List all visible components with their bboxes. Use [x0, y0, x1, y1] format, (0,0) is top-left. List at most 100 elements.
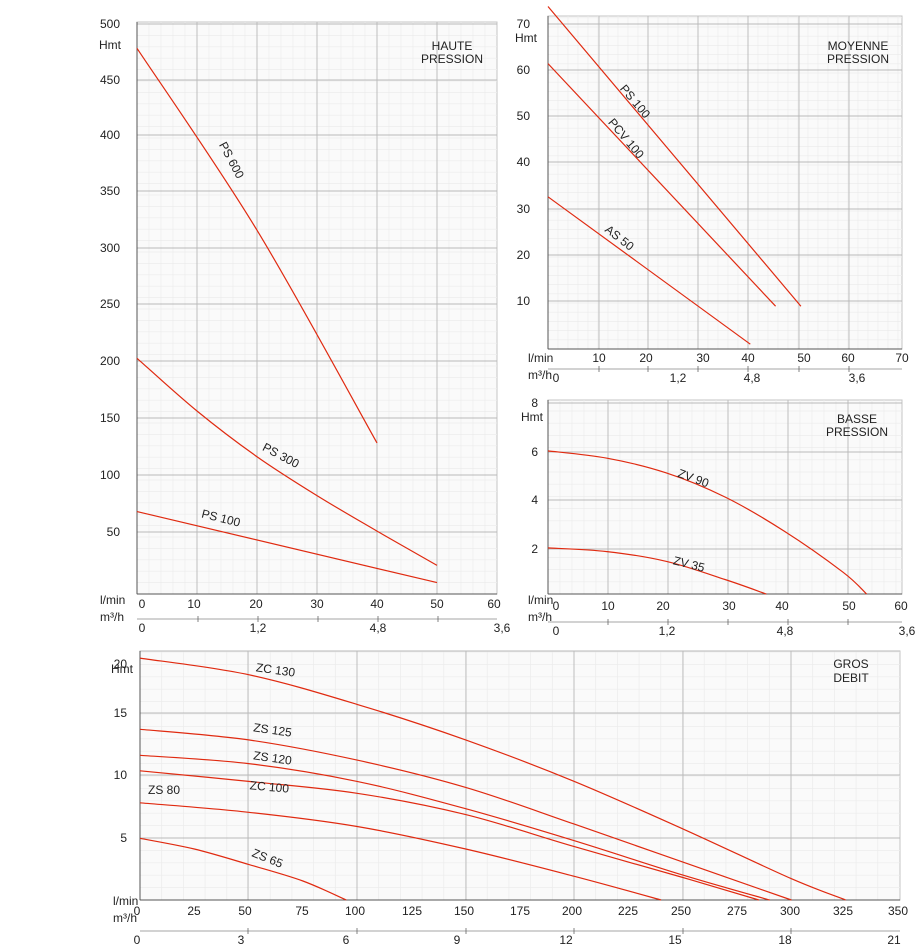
- x2-tick-label: 0: [134, 933, 141, 947]
- y-tick-label: 5: [120, 831, 127, 845]
- x-tick-label: 10: [592, 351, 606, 365]
- curve-zs-80: [139, 802, 662, 901]
- x-tick-label: 250: [671, 904, 691, 918]
- chart-title: GROS: [833, 657, 868, 671]
- x-tick-label: 50: [238, 904, 252, 918]
- x2-tick-label: 0: [553, 624, 560, 638]
- x2-tick-label: 4,8: [744, 371, 761, 385]
- plot-area: [139, 650, 901, 901]
- x-axis-label-lmin: l/min: [113, 894, 138, 908]
- chart-title: HAUTE: [432, 39, 473, 53]
- curve-zs-65: [139, 837, 347, 901]
- y-tick-label: 10: [114, 768, 128, 782]
- x-tick-label: 0: [134, 904, 141, 918]
- x-tick-label: 40: [741, 351, 755, 365]
- x-tick-label: 20: [639, 351, 653, 365]
- x-tick-label: 0: [139, 597, 146, 611]
- y-axis-label: Hmt: [99, 38, 122, 52]
- chart-title: PRESSION: [826, 425, 888, 439]
- y-tick-label: 350: [100, 184, 120, 198]
- x-tick-label: 10: [601, 599, 615, 613]
- x-tick-label: 275: [727, 904, 747, 918]
- curve-as-50: [547, 196, 751, 345]
- grid: [548, 400, 902, 594]
- y-tick-label: 200: [100, 354, 120, 368]
- y-tick-label: 300: [100, 241, 120, 255]
- y-tick-label: 15: [114, 706, 128, 720]
- y-tick-label: 10: [517, 294, 531, 308]
- x2-tick-label: 1,2: [250, 621, 267, 635]
- grid: [137, 22, 497, 594]
- chart-title: MOYENNE: [828, 39, 889, 53]
- y-tick-label: 450: [100, 73, 120, 87]
- x-tick-label: 20: [249, 597, 263, 611]
- x-tick-label: 225: [618, 904, 638, 918]
- x-tick-label: 150: [454, 904, 474, 918]
- y-tick-label: 100: [100, 468, 120, 482]
- x-axis-label-m3h: m³/h: [528, 610, 552, 624]
- x2-tick-label: 4,8: [370, 621, 387, 635]
- x2-tick-label: 3,6: [899, 624, 916, 638]
- x2-tick-label: 3,6: [494, 621, 511, 635]
- y-axis-label: Hmt: [515, 31, 538, 45]
- curve-zc-100: [139, 770, 760, 901]
- x-tick-label: 70: [895, 351, 909, 365]
- x-axis-label-lmin: l/min: [528, 351, 553, 365]
- curve-label-zc-100: ZC 100: [249, 778, 290, 795]
- x2-tick-label: 1,2: [659, 624, 676, 638]
- y-tick-label: 400: [100, 128, 120, 142]
- x-tick-label: 60: [894, 599, 908, 613]
- curve-ps-300: [136, 357, 438, 566]
- chart-title: DEBIT: [833, 671, 869, 685]
- y-tick-label: 40: [517, 155, 531, 169]
- chart-title: PRESSION: [421, 52, 483, 66]
- x-axis-label-m3h: m³/h: [113, 911, 137, 925]
- y-tick-label: 60: [517, 63, 531, 77]
- curve-zv-90: [547, 450, 868, 595]
- x-tick-label: 60: [841, 351, 855, 365]
- x-tick-label: 20: [656, 599, 670, 613]
- curve-ps-100: [547, 6, 802, 307]
- x-axis-label-lmin: l/min: [528, 593, 553, 607]
- chart-title: PRESSION: [827, 52, 889, 66]
- x-tick-label: 30: [310, 597, 324, 611]
- y-tick-label: 8: [531, 396, 538, 410]
- x-tick-label: 100: [345, 904, 365, 918]
- curve-pcv-100: [547, 63, 777, 307]
- x2-tick-label: 18: [778, 933, 792, 947]
- x-axis-label-m3h: m³/h: [100, 610, 124, 624]
- y-tick-label: 150: [100, 411, 120, 425]
- x-tick-label: 350: [888, 904, 908, 918]
- curve-zs-125: [139, 728, 792, 901]
- x-tick-label: 50: [797, 351, 811, 365]
- x-tick-label: 30: [696, 351, 710, 365]
- x2-tick-label: 4,8: [777, 624, 794, 638]
- x2-tick-label: 6: [343, 933, 350, 947]
- curve-label-zc-130: ZC 130: [255, 660, 296, 679]
- curve-zs-120: [139, 754, 770, 901]
- x-tick-label: 300: [780, 904, 800, 918]
- x2-tick-label: 15: [668, 933, 682, 947]
- curve-label-zs-120: ZS 120: [252, 748, 293, 767]
- curve-ps-600: [136, 47, 378, 444]
- y-axis-label: Hmt: [111, 662, 134, 676]
- x-tick-label: 75: [295, 904, 309, 918]
- x-tick-label: 125: [402, 904, 422, 918]
- x-tick-label: 175: [510, 904, 530, 918]
- chart-title: BASSE: [837, 412, 877, 426]
- curve-zv-35: [547, 547, 767, 595]
- x-tick-label: 40: [370, 597, 384, 611]
- y-tick-label: 500: [100, 17, 120, 31]
- grid: [140, 650, 900, 900]
- grid: [548, 16, 902, 349]
- x2-tick-label: 21: [887, 933, 901, 947]
- x2-tick-label: 12: [559, 933, 573, 947]
- y-tick-label: 2: [531, 542, 538, 556]
- x-tick-label: 50: [842, 599, 856, 613]
- y-tick-label: 30: [517, 202, 531, 216]
- x-tick-label: 25: [187, 904, 201, 918]
- y-tick-label: 50: [517, 109, 531, 123]
- x2-tick-label: 0: [553, 371, 560, 385]
